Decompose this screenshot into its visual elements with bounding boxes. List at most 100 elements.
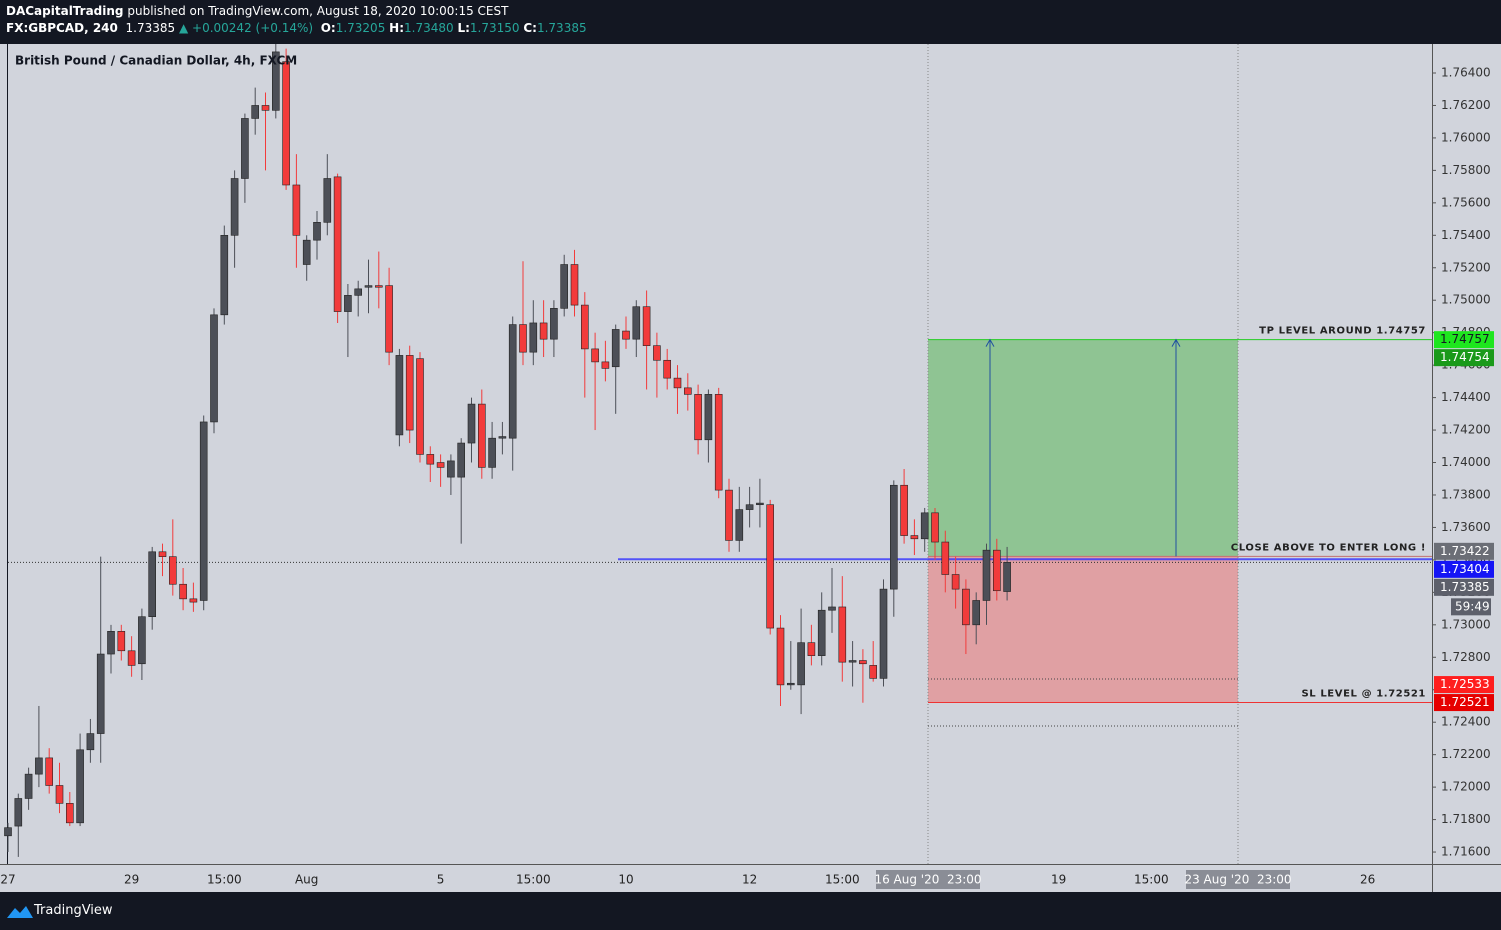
price-label-box <box>1434 578 1494 596</box>
candle-body <box>436 462 445 468</box>
y-tick-label: 1.72200 <box>1441 747 1491 761</box>
price-label: 1.73385 <box>1440 580 1490 594</box>
candle-body <box>251 105 259 119</box>
chart: 1.76400 1.76200 1.76000 1.75800 1.75600 1.754… <box>0 44 1501 892</box>
candle-body <box>498 436 507 439</box>
candle-body <box>323 178 332 223</box>
footer: TradingView <box>0 892 1501 930</box>
candle-body <box>385 285 393 353</box>
candle-body <box>632 306 641 340</box>
price-label-box <box>1434 349 1494 367</box>
y-tick-label: 1.75000 <box>1441 293 1491 307</box>
candle-body <box>694 394 702 441</box>
candle-body <box>972 600 981 626</box>
candle-body <box>374 285 383 288</box>
candle-body <box>797 642 805 686</box>
close-label: C: <box>523 21 537 35</box>
candle-body <box>725 489 733 541</box>
range-label-box <box>876 870 980 889</box>
candle-body <box>127 650 136 666</box>
candle-body <box>663 359 672 379</box>
annotation: SL LEVEL @ 1.72521 <box>1301 689 1426 700</box>
candle-body <box>745 504 754 510</box>
candle-body <box>1003 562 1011 592</box>
candle-body <box>889 484 898 590</box>
range-label-box <box>1186 870 1290 889</box>
candle-body <box>86 733 95 751</box>
candle-body <box>395 355 404 436</box>
candle-body <box>55 785 64 804</box>
candle-body <box>189 598 198 603</box>
candle-body <box>580 304 589 350</box>
stop-zone <box>928 556 1238 703</box>
chart-background <box>0 44 1501 892</box>
annotation: TP LEVEL AROUND 1.74757 <box>1259 326 1426 337</box>
logo <box>7 906 33 918</box>
y-tick-label: 1.74200 <box>1441 423 1491 437</box>
x-tick-label: 15:00 <box>207 873 242 887</box>
candle-body <box>405 355 414 431</box>
candle-body <box>570 264 579 306</box>
price-label: 1.74757 <box>1440 332 1490 346</box>
candle-body <box>333 176 342 312</box>
y-tick-label: 1.73800 <box>1441 487 1491 501</box>
y-tick-label: 1.74400 <box>1441 390 1491 404</box>
candle-body <box>148 551 156 618</box>
candle-body <box>766 504 775 629</box>
x-tick-label: Aug <box>295 873 318 887</box>
candles-layer <box>4 44 1011 857</box>
candle-body <box>292 184 301 236</box>
high: 1.73480 <box>404 21 454 35</box>
candle-body <box>601 361 610 369</box>
candle-body <box>447 460 455 478</box>
price-label-box <box>1434 542 1494 560</box>
y-tick-label: 1.71600 <box>1441 845 1491 859</box>
candle-body <box>776 627 785 686</box>
candle-body <box>879 588 888 679</box>
y-tick-label: 1.72000 <box>1441 780 1491 794</box>
y-tick-label: 1.73000 <box>1441 617 1491 631</box>
open-label: O: <box>320 21 336 35</box>
candle-body <box>931 512 939 543</box>
price-label-box <box>1434 694 1494 712</box>
price-label: 1.72521 <box>1440 695 1490 709</box>
candle-body <box>622 330 630 340</box>
y-tick-label: 1.71800 <box>1441 812 1491 826</box>
candle-body <box>848 660 857 663</box>
candle-body <box>653 345 661 361</box>
x-tick-label: 15:00 <box>1134 873 1169 887</box>
candle-body <box>508 324 517 439</box>
countdown-box <box>1451 598 1491 616</box>
price-label-box <box>1434 676 1494 694</box>
y-tick-label: 1.76200 <box>1441 98 1491 112</box>
symbol: FX:GBPCAD, 240 <box>6 21 118 35</box>
candle-body <box>158 551 167 557</box>
published-text: published on TradingView.com, August 18,… <box>127 4 509 18</box>
last: 1.73385 <box>125 21 176 35</box>
candle-body <box>210 314 218 423</box>
y-tick-label: 1.76400 <box>1441 66 1491 80</box>
candle-body <box>920 512 929 540</box>
candle-body <box>488 437 496 468</box>
header: DACapitalTrading published on TradingVie… <box>0 0 1501 44</box>
candle-body <box>14 798 23 827</box>
y-tick-label: 1.75400 <box>1441 228 1491 242</box>
candle-body <box>642 306 651 346</box>
candle-body <box>539 322 548 340</box>
candle-body <box>282 61 290 186</box>
brand: TradingView <box>34 903 113 918</box>
x-tick-label: 10 <box>618 873 633 887</box>
x-tick-label: 15:00 <box>825 873 860 887</box>
candle-body <box>951 574 960 590</box>
candle-body <box>591 348 599 363</box>
candle-body <box>683 387 692 395</box>
y-tick-label: 1.72800 <box>1441 650 1491 664</box>
x-tick-label: 27 <box>0 873 15 887</box>
candle-body <box>910 535 919 540</box>
x-tick-label: 26 <box>1360 873 1375 887</box>
candle-body <box>199 421 208 601</box>
candle-body <box>519 324 527 353</box>
y-tick-label: 1.73600 <box>1441 520 1491 534</box>
candle-body <box>76 749 84 824</box>
